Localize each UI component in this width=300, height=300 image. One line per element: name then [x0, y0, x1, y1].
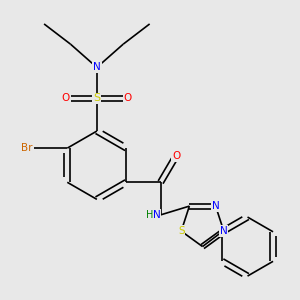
Text: Br: Br — [21, 143, 33, 153]
Text: O: O — [124, 94, 132, 103]
Text: O: O — [172, 151, 180, 161]
Text: S: S — [178, 226, 184, 236]
Text: N: N — [212, 201, 220, 211]
Text: N: N — [220, 226, 228, 236]
Text: S: S — [93, 94, 100, 103]
Text: H: H — [146, 210, 153, 220]
Text: N: N — [93, 62, 101, 72]
Text: N: N — [153, 210, 160, 220]
Text: O: O — [62, 94, 70, 103]
